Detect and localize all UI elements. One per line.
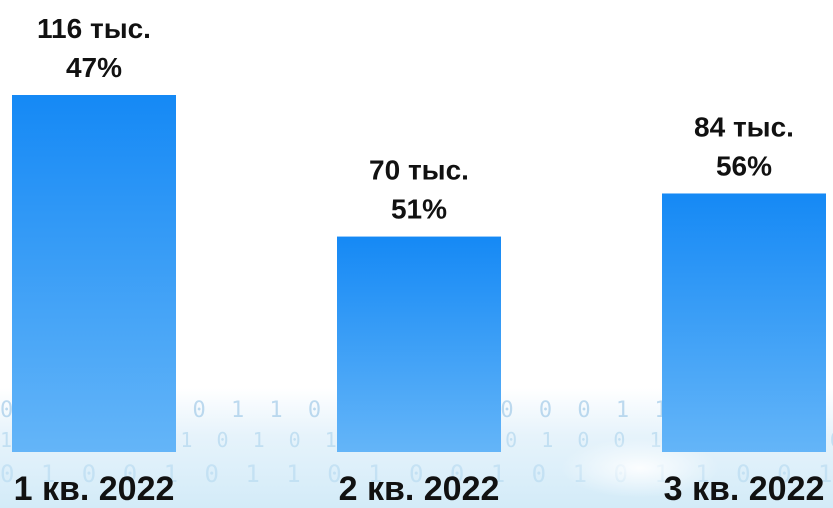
value-label-2: 70 тыс.: [369, 155, 469, 186]
category-label-2: 2 кв. 2022: [339, 470, 500, 508]
percent-label-3: 56%: [716, 150, 772, 181]
bar-2: [337, 236, 501, 452]
bar-3: [662, 193, 826, 452]
category-label-3: 3 кв. 2022: [664, 470, 825, 508]
percent-label-1: 47%: [66, 52, 122, 83]
category-label-1: 1 кв. 2022: [14, 470, 175, 508]
bar-1: [12, 95, 176, 452]
value-label-3: 84 тыс.: [694, 111, 794, 142]
value-label-1: 116 тыс.: [37, 13, 151, 44]
percent-label-2: 51%: [391, 194, 447, 225]
